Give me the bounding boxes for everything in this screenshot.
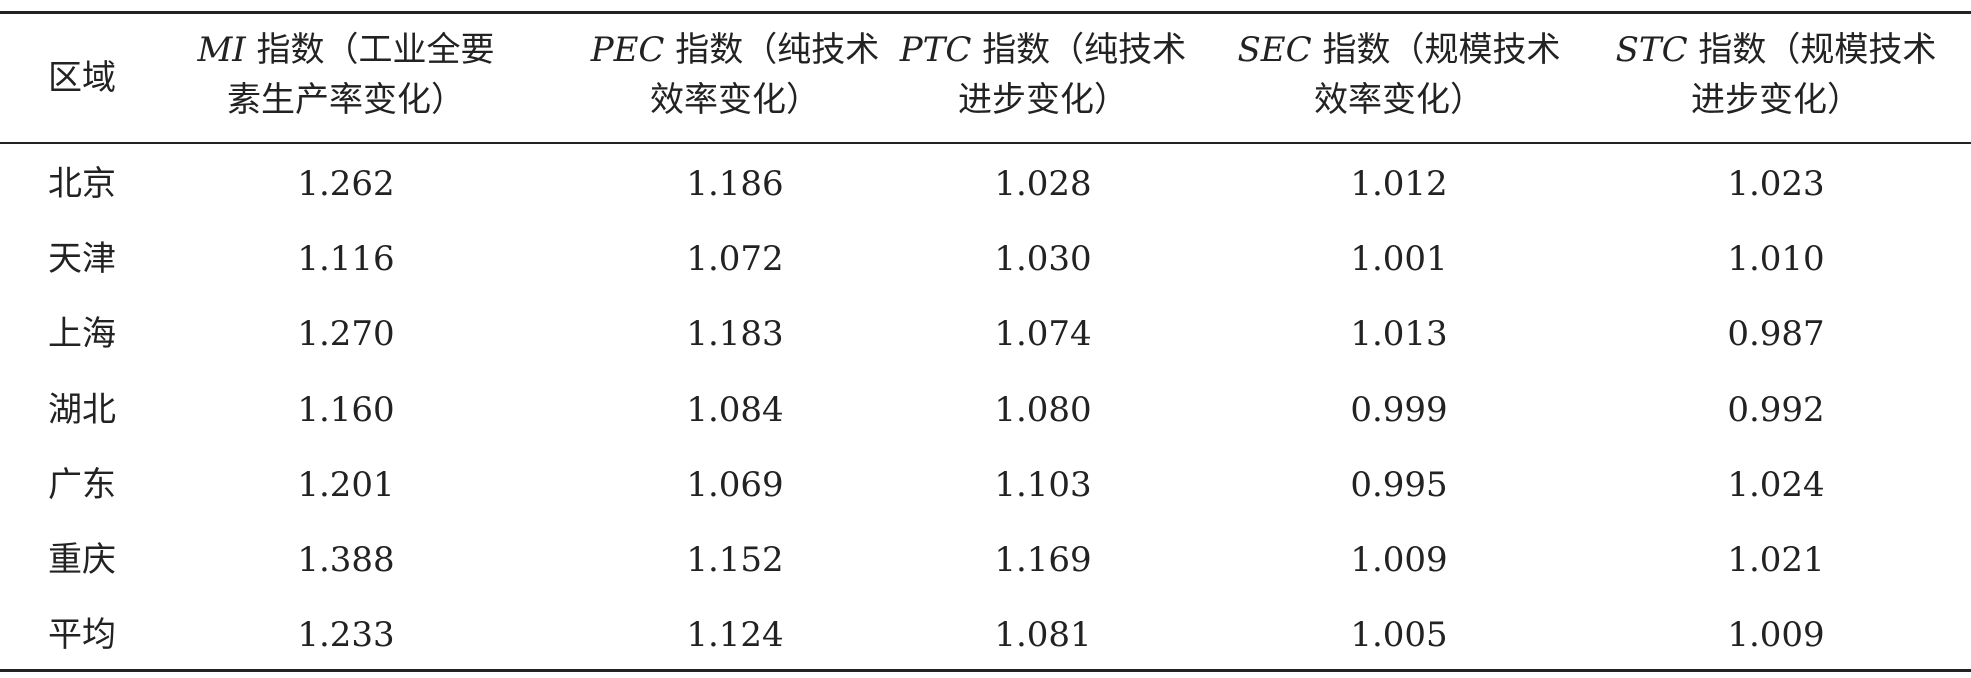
value-cell: 1.160 bbox=[297, 389, 395, 430]
value-cell: 1.030 bbox=[994, 239, 1092, 280]
region-cell: 广东 bbox=[48, 464, 116, 505]
header-abbr: STC bbox=[1615, 30, 1688, 70]
header-cell-line2: 进步变化） bbox=[958, 80, 1128, 120]
value-cell: 1.028 bbox=[994, 164, 1092, 204]
header-region: 区域 bbox=[48, 58, 116, 98]
value-cell: 1.010 bbox=[1727, 239, 1825, 280]
header-cell-line2: 效率变化） bbox=[650, 80, 820, 120]
value-cell: 1.012 bbox=[1350, 164, 1448, 204]
region-cell: 重庆 bbox=[48, 540, 116, 580]
value-cell: 1.270 bbox=[297, 314, 395, 355]
header-cell: PEC 指数（纯技术 bbox=[555, 30, 915, 70]
value-cell: 1.021 bbox=[1727, 540, 1825, 580]
header-cell-line2: 进步变化） bbox=[1691, 80, 1861, 120]
value-cell: 1.074 bbox=[994, 314, 1092, 355]
value-cell: 1.183 bbox=[686, 314, 784, 355]
value-cell: 1.152 bbox=[686, 540, 784, 580]
header-cell: SEC 指数（规模技术 bbox=[1219, 30, 1579, 70]
value-cell: 0.987 bbox=[1727, 314, 1825, 355]
header-cell-line2: 素生产率变化） bbox=[227, 80, 465, 120]
header-cell-line2: 效率变化） bbox=[1314, 80, 1484, 120]
header-text: 指数（规模技术 bbox=[1322, 30, 1561, 70]
value-cell: 1.009 bbox=[1727, 615, 1825, 656]
value-cell: 1.262 bbox=[297, 164, 395, 204]
value-cell: 1.116 bbox=[297, 239, 395, 280]
value-cell: 1.072 bbox=[686, 239, 784, 280]
top-rule bbox=[0, 11, 1971, 14]
header-rule bbox=[0, 142, 1971, 144]
value-cell: 1.081 bbox=[994, 615, 1092, 656]
region-cell: 北京 bbox=[48, 164, 116, 204]
value-cell: 1.001 bbox=[1350, 239, 1448, 280]
region-cell: 湖北 bbox=[48, 389, 116, 430]
value-cell: 1.005 bbox=[1350, 615, 1448, 656]
value-cell: 1.084 bbox=[686, 389, 784, 430]
header-text: 指数（规模技术 bbox=[1698, 30, 1937, 70]
value-cell: 1.169 bbox=[994, 540, 1092, 580]
header-abbr: SEC bbox=[1237, 30, 1312, 70]
header-abbr: PEC bbox=[590, 30, 665, 70]
header-cell: PTC 指数（纯技术 bbox=[863, 30, 1223, 70]
value-cell: 1.186 bbox=[686, 164, 784, 204]
header-text: 指数（纯技术 bbox=[982, 30, 1187, 70]
value-cell: 1.124 bbox=[686, 615, 784, 656]
header-abbr: MI bbox=[197, 30, 246, 70]
region-cell: 上海 bbox=[48, 314, 116, 355]
header-cell: MI 指数（工业全要 bbox=[166, 30, 526, 70]
value-cell: 1.023 bbox=[1727, 164, 1825, 204]
value-cell: 1.069 bbox=[686, 464, 784, 505]
value-cell: 0.992 bbox=[1727, 389, 1825, 430]
header-text: 指数（工业全要 bbox=[256, 30, 495, 70]
value-cell: 1.388 bbox=[297, 540, 395, 580]
header-cell: STC 指数（规模技术 bbox=[1596, 30, 1956, 70]
region-cell: 平均 bbox=[48, 615, 116, 656]
region-cell: 天津 bbox=[48, 239, 116, 280]
value-cell: 1.233 bbox=[297, 615, 395, 656]
value-cell: 1.103 bbox=[994, 464, 1092, 505]
bottom-rule bbox=[0, 669, 1971, 672]
value-cell: 1.013 bbox=[1350, 314, 1448, 355]
value-cell: 1.080 bbox=[994, 389, 1092, 430]
value-cell: 1.024 bbox=[1727, 464, 1825, 505]
value-cell: 1.009 bbox=[1350, 540, 1448, 580]
header-abbr: PTC bbox=[899, 30, 972, 70]
value-cell: 1.201 bbox=[297, 464, 395, 505]
header-text: 指数（纯技术 bbox=[675, 30, 880, 70]
value-cell: 0.999 bbox=[1350, 389, 1448, 430]
value-cell: 0.995 bbox=[1350, 464, 1448, 505]
